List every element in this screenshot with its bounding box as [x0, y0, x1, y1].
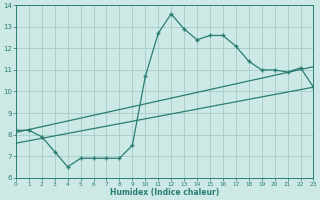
- X-axis label: Humidex (Indice chaleur): Humidex (Indice chaleur): [110, 188, 219, 197]
